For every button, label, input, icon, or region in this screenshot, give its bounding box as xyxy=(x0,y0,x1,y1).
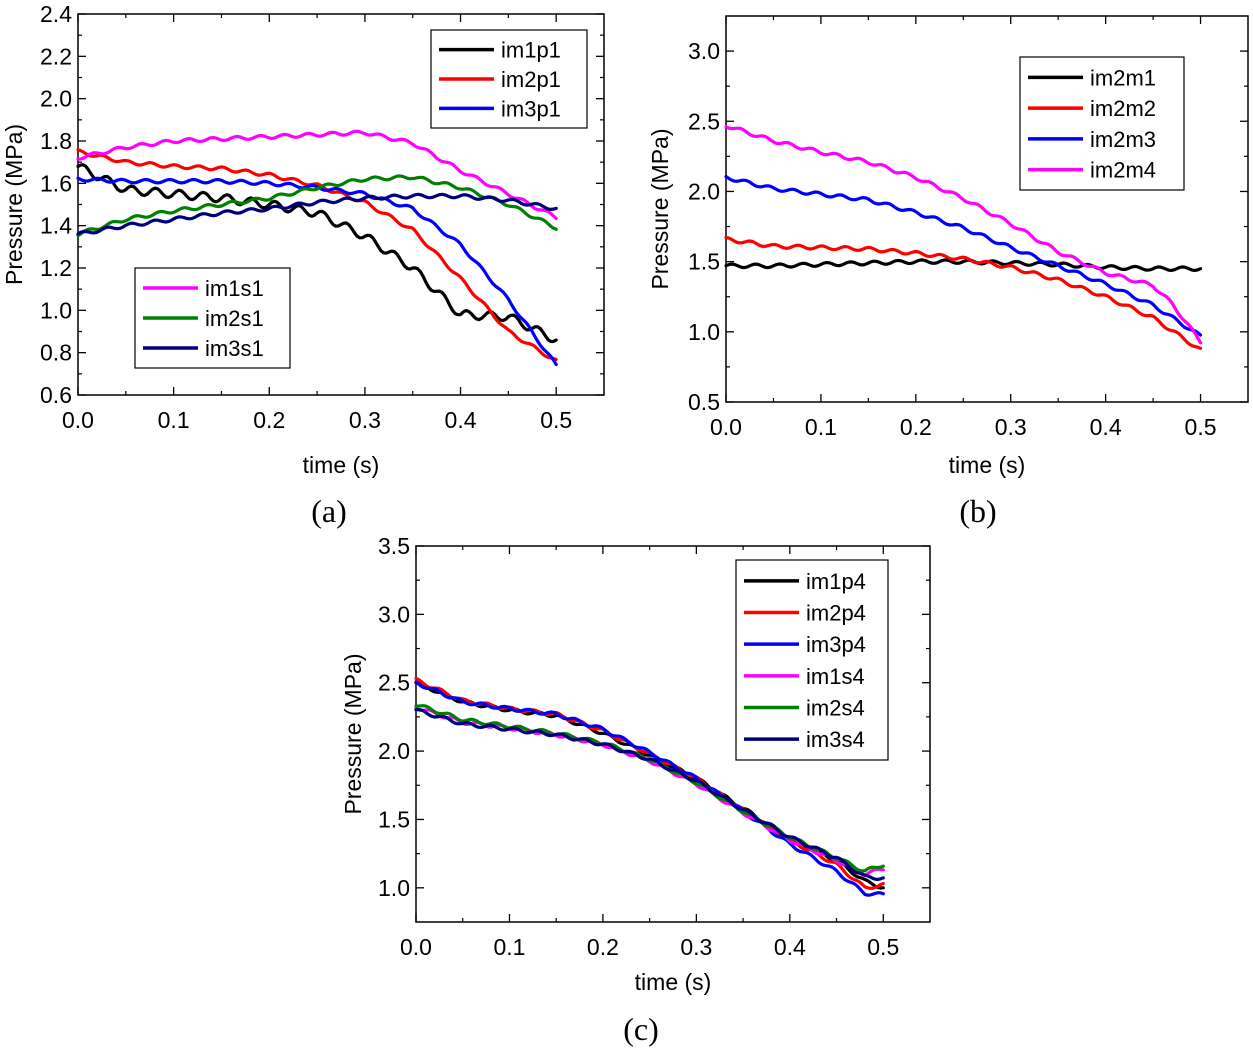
series-line-im2m1 xyxy=(724,258,1203,272)
y-tick-label: 3.0 xyxy=(688,38,720,64)
y-tick-label: 2.2 xyxy=(40,43,72,69)
series-line-im2s1 xyxy=(76,174,558,238)
series-line-im3p4 xyxy=(414,680,885,897)
y-tick-label: 0.8 xyxy=(40,340,72,366)
x-axis-label: time (s) xyxy=(635,969,712,995)
legend-label-im1s4: im1s4 xyxy=(806,664,865,689)
x-tick-label: 0.1 xyxy=(805,414,837,440)
y-axis-label: Pressure (MPa) xyxy=(340,653,366,814)
y-tick-label: 1.0 xyxy=(378,875,410,901)
y-tick-label: 1.4 xyxy=(40,213,72,239)
x-tick-label: 0.3 xyxy=(680,934,712,960)
plot-frame xyxy=(415,545,931,923)
series-line-im2m2 xyxy=(724,235,1203,350)
x-tick-label: 0.3 xyxy=(349,407,381,433)
x-tick-label: 0.2 xyxy=(900,414,932,440)
y-tick-label: 1.2 xyxy=(40,255,72,281)
x-tick-label: 0.2 xyxy=(253,407,285,433)
y-tick-label: 2.5 xyxy=(378,670,410,696)
x-tick-label: 0.0 xyxy=(710,414,742,440)
chart-panel-3: 0.0 0.1 0.2 0.3 0.4 0.5 1.0 1.5 2.0 2.5 3.0 3.5 time… xyxy=(340,533,931,1047)
x-tick-label: 0.5 xyxy=(540,407,572,433)
y-tick-label: 0.5 xyxy=(688,389,720,415)
legend-label-im2s4: im2s4 xyxy=(806,696,865,721)
y-tick-label: 0.6 xyxy=(40,382,72,408)
x-tick-label: 0.4 xyxy=(774,934,806,960)
legend-label-im2m3: im2m3 xyxy=(1090,127,1156,152)
y-tick-label: 2.0 xyxy=(40,86,72,112)
legend-label-im3s1: im3s1 xyxy=(205,336,264,361)
x-tick-label: 0.1 xyxy=(158,407,190,433)
x-axis-label: time (s) xyxy=(949,452,1026,478)
x-tick-label: 0.5 xyxy=(1185,414,1217,440)
legend-label-im2p1: im2p1 xyxy=(501,67,561,92)
legend: im1p1 im2p1 im3p1 xyxy=(430,29,588,129)
legend-label-im3p4: im3p4 xyxy=(806,632,866,657)
chart-panel-1: 0.0 0.1 0.2 0.3 0.4 0.5 0.6 0.8 1.0 1.2 1.4 1.6 1.8 2… xyxy=(1,1,605,529)
legend-box xyxy=(735,559,889,761)
x-tick-label: 0.0 xyxy=(400,934,432,960)
legend-label-im2m4: im2m4 xyxy=(1090,158,1156,183)
x-tick-label: 0.0 xyxy=(62,407,94,433)
chart-panel-2: 0.0 0.1 0.2 0.3 0.4 0.5 0.5 1.0 1.5 2.0 2.5 3.0 time… xyxy=(647,15,1249,529)
y-axis-label: Pressure (MPa) xyxy=(647,128,673,289)
y-tick-label: 2.0 xyxy=(688,178,720,204)
legend-label-im3p1: im3p1 xyxy=(501,96,561,121)
panel-caption: (c) xyxy=(623,1011,659,1047)
series-line-im3s1 xyxy=(76,192,558,236)
y-tick-label: 1.5 xyxy=(688,249,720,275)
y-tick-label: 3.0 xyxy=(378,601,410,627)
legend-label-im2m2: im2m2 xyxy=(1090,96,1156,121)
legend: im1s1 im2s1 im3s1 xyxy=(134,267,291,369)
x-axis-label: time (s) xyxy=(303,452,380,478)
series-line-im2m4 xyxy=(724,125,1203,345)
legend: im2m1 im2m2 im2m3 im2m4 xyxy=(1019,56,1185,191)
x-tick-label: 0.4 xyxy=(1090,414,1122,440)
x-tick-label: 0.3 xyxy=(995,414,1027,440)
x-tick-label: 0.5 xyxy=(867,934,899,960)
y-tick-label: 3.5 xyxy=(378,533,410,559)
legend-label-im1s1: im1s1 xyxy=(205,276,264,301)
series-line-im2m3 xyxy=(724,174,1203,337)
y-tick-label: 1.5 xyxy=(378,806,410,832)
series-line-im3p1 xyxy=(76,176,558,367)
y-tick-label: 1.0 xyxy=(688,319,720,345)
y-tick-label: 2.0 xyxy=(378,738,410,764)
legend-label-im1p1: im1p1 xyxy=(501,38,561,63)
series-line-im3s4 xyxy=(414,707,885,882)
series-line-im1s1 xyxy=(76,129,558,220)
y-axis-label: Pressure (MPa) xyxy=(1,124,27,285)
legend-label-im3s4: im3s4 xyxy=(806,727,865,752)
y-tick-label: 1.0 xyxy=(40,297,72,323)
y-tick-label: 1.8 xyxy=(40,128,72,154)
series-line-im2p1 xyxy=(76,148,558,362)
y-tick-label: 2.5 xyxy=(688,108,720,134)
legend-label-im2s1: im2s1 xyxy=(205,306,264,331)
y-tick-label: 1.6 xyxy=(40,170,72,196)
legend-label-im2p4: im2p4 xyxy=(806,601,866,626)
y-tick-label: 2.4 xyxy=(40,1,72,27)
panel-caption: (a) xyxy=(311,493,347,529)
series-line-im1p1 xyxy=(76,163,558,344)
legend-label-im2m1: im2m1 xyxy=(1090,65,1156,90)
x-tick-label: 0.4 xyxy=(445,407,477,433)
legend-box xyxy=(1019,56,1185,191)
legend-label-im1p4: im1p4 xyxy=(806,569,866,594)
legend: im1p4 im2p4 im3p4 im1s4 im2s4 im3s4 xyxy=(735,559,889,761)
x-tick-label: 0.1 xyxy=(493,934,525,960)
plot-frame xyxy=(725,15,1249,403)
x-tick-label: 0.2 xyxy=(587,934,619,960)
panel-caption: (b) xyxy=(959,493,996,529)
